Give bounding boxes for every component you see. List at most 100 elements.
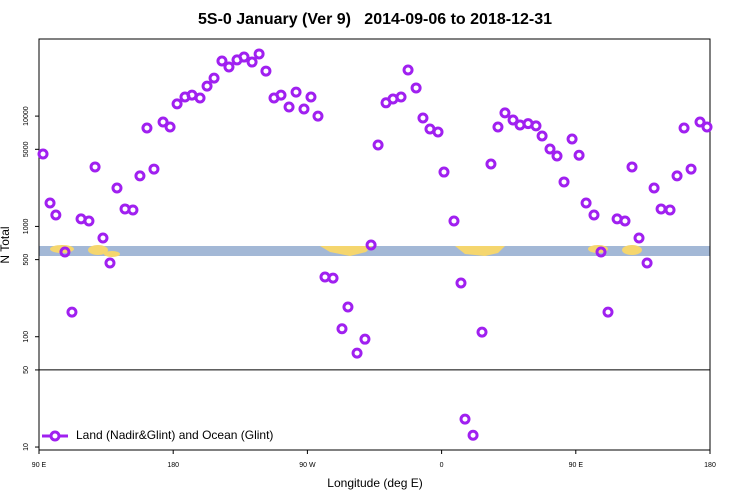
land-patch [622,245,642,255]
data-point [602,306,614,318]
y-tick-label: 10 [23,443,30,451]
data-point [566,133,578,145]
data-point [216,55,228,67]
y-tick-label: 50 [23,366,30,374]
data-point [111,182,123,194]
data-point [459,413,471,425]
land-patch [88,245,108,255]
data-point [253,48,265,60]
land-patch [320,246,372,256]
data-point [290,86,302,98]
data-point [633,232,645,244]
data-point [342,301,354,313]
data-point [492,121,504,133]
data-point [157,116,169,128]
data-point [283,101,295,113]
data-point [171,98,183,110]
data-point [551,150,563,162]
data-point [148,163,160,175]
data-point [648,182,660,194]
legend-label: Land (Nadir&Glint) and Ocean (Glint) [76,428,273,442]
data-point [83,215,95,227]
chart-title: 5S-0 January (Ver 9) 2014-09-06 to 2018-… [198,11,552,28]
data-point [485,158,497,170]
data-point [238,51,250,63]
data-point [410,82,422,94]
x-tick-label: 180 [704,462,716,469]
land-patch [104,251,120,257]
data-point [588,209,600,221]
y-tick-label: 100 [23,331,30,343]
data-point [448,215,460,227]
data-point [499,107,511,119]
x-tick-label: 0 [440,462,444,469]
land-ocean-band [39,245,710,257]
data-point [305,91,317,103]
data-point [44,197,56,209]
data-point [438,166,450,178]
data-point [141,122,153,134]
data-point [298,103,310,115]
data-point [223,61,235,73]
data-point [127,204,139,216]
data-point [619,215,631,227]
data-point [530,120,542,132]
data-point [351,347,363,359]
x-tick-label: 180 [167,462,179,469]
data-point [359,333,371,345]
data-point [417,112,429,124]
data-point [685,163,697,175]
x-axis-title: Longitude (deg E) [327,476,422,490]
data-point [432,126,444,138]
data-point [678,122,690,134]
data-point [260,65,272,77]
data-point [208,72,220,84]
plot-frame [38,38,711,451]
data-point [701,121,713,133]
legend-marker [49,430,61,442]
data-point [641,257,653,269]
x-tick-label: 90 E [32,462,47,469]
data-point [595,246,607,258]
data-point [104,257,116,269]
data-point [626,161,638,173]
x-tick-label: 90 E [569,462,584,469]
data-point [97,232,109,244]
y-tick-label: 500 [23,254,30,266]
x-tick-label: 90 W [299,462,316,469]
data-point [37,148,49,160]
data-point [395,91,407,103]
y-axis-title: N Total [0,226,12,263]
data-point [372,139,384,151]
data-point [580,197,592,209]
data-point [455,277,467,289]
ocean-band [39,246,710,256]
data-point [336,323,348,335]
land-patch [455,246,505,256]
data-point [507,114,519,126]
data-point [536,130,548,142]
y-tick-label: 10000 [23,106,30,126]
data-point [201,80,213,92]
data-point [365,239,377,251]
data-point [402,64,414,76]
data-point [544,143,556,155]
data-point [327,272,339,284]
data-point [664,204,676,216]
data-point [467,429,479,441]
data-point [59,246,71,258]
data-point [194,92,206,104]
data-point [671,170,683,182]
data-point [275,89,287,101]
data-point [89,161,101,173]
data-point [246,56,258,68]
data-point [50,209,62,221]
y-tick-label: 5000 [23,141,30,157]
data-point [476,326,488,338]
data-point [134,170,146,182]
data-point [164,121,176,133]
data-point [694,116,706,128]
data-point [312,110,324,122]
y-tick-label: 1000 [23,219,30,235]
